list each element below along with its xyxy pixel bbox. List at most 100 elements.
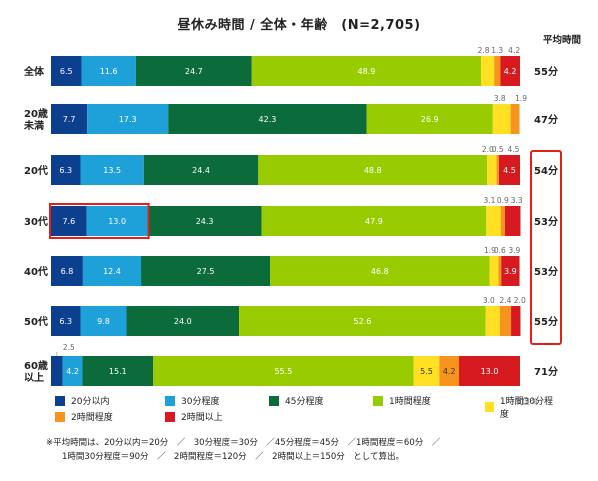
bar-row: 50代 6.3 9.8 24.0 52.6 3.0 2.4 2.0 55分 <box>24 296 558 336</box>
bar-segment <box>239 306 486 336</box>
legend-label: 20分以内 <box>71 397 110 407</box>
average-label: 55分 <box>534 315 558 328</box>
bar-segment <box>51 256 83 286</box>
legend-label: 30分程度 <box>181 397 220 407</box>
bar-segment <box>494 56 501 86</box>
bar-segment <box>62 356 83 386</box>
data-label: 4.5 <box>507 145 519 154</box>
data-label: 6.8 <box>61 267 74 276</box>
data-label: 3.0 <box>483 296 495 305</box>
bar-segment <box>81 56 136 86</box>
data-label: 47.9 <box>365 217 383 226</box>
bar-segment <box>489 256 499 286</box>
bar-segment <box>51 356 63 386</box>
bar-segment <box>499 306 512 336</box>
data-label: 26.9 <box>421 115 439 124</box>
data-label: 6.3 <box>59 317 72 326</box>
legend-item: 1時間程度 <box>373 394 431 407</box>
data-label: 24.0 <box>174 317 192 326</box>
bar-segment <box>366 104 493 134</box>
legend-label: 2時間以上 <box>181 413 223 423</box>
average-label: 71分 <box>534 365 558 378</box>
bar-segment <box>481 56 495 86</box>
data-label: 46.8 <box>371 267 389 276</box>
bar-segment <box>485 306 500 336</box>
data-label: 24.4 <box>192 166 210 175</box>
bar-segment <box>270 256 490 286</box>
legend-item: 1時間30分程度 <box>485 394 555 420</box>
category-label: 60歳 <box>24 359 48 372</box>
legend-swatch <box>165 411 175 422</box>
data-label: 0.6 <box>494 246 506 255</box>
average-label: 47分 <box>534 113 558 126</box>
bar-segment <box>87 104 169 134</box>
bar-segment <box>501 256 520 286</box>
data-label: 13.0 <box>481 367 499 376</box>
data-label: 1.3 <box>491 46 503 55</box>
data-label: 4.2 <box>443 367 456 376</box>
bar-segment <box>487 155 497 185</box>
data-label: 2.8 <box>478 46 490 55</box>
data-label: 4.5 <box>503 166 516 175</box>
bar-segment <box>51 306 81 336</box>
legend-swatch <box>269 395 279 406</box>
data-label: 9.8 <box>97 317 110 326</box>
legend-item: 45分程度 <box>269 394 323 407</box>
data-label: 6.5 <box>60 67 73 76</box>
data-label: 1.9 <box>484 246 496 255</box>
bar-segment <box>261 206 487 236</box>
bar-segment <box>51 56 82 86</box>
highlight-box <box>49 203 150 239</box>
data-label: 55.5 <box>274 367 292 376</box>
bar-segment <box>510 104 520 134</box>
data-label: 15.1 <box>109 367 127 376</box>
legend-item: 20分以内 <box>55 394 109 407</box>
data-label: 27.5 <box>197 267 215 276</box>
legend-item: 2時間以上 <box>165 410 223 423</box>
data-label: 12.4 <box>103 267 121 276</box>
bar-segment <box>251 56 482 86</box>
data-label: 0.9 <box>497 196 509 205</box>
bar-segment <box>80 155 144 185</box>
bar-segment <box>511 306 521 336</box>
data-label: 6.3 <box>59 166 72 175</box>
average-label: 53分 <box>534 265 558 278</box>
average-label: 53分 <box>534 215 558 228</box>
category-label: 以上 <box>24 371 44 384</box>
bar-segment <box>439 356 460 386</box>
category-label: 全体 <box>23 65 45 78</box>
bar-segment <box>82 356 154 386</box>
data-label: 2.5 <box>63 343 75 352</box>
category-label: 20歳 <box>24 107 48 120</box>
average-time-header: 平均時間 <box>542 35 581 46</box>
category-label: 50代 <box>24 315 48 328</box>
data-label: 4.2 <box>508 46 520 55</box>
data-label: 24.3 <box>196 217 214 226</box>
bar-segment <box>500 206 505 236</box>
bar-segment <box>168 104 367 134</box>
legend-swatch <box>55 395 65 406</box>
legend-swatch <box>165 395 175 406</box>
data-label: 48.9 <box>357 67 375 76</box>
bar-segment <box>143 155 259 185</box>
legend-label: 1時間程度 <box>389 397 431 407</box>
data-label: 13.0 <box>108 217 126 226</box>
data-label: 1.9 <box>515 94 527 103</box>
data-label: 3.3 <box>511 196 523 205</box>
data-label: 4.2 <box>66 367 79 376</box>
legend-label: 45分程度 <box>285 397 324 407</box>
data-label: 48.8 <box>364 166 382 175</box>
legend-label: 1時間30分程度 <box>499 397 554 420</box>
data-label: 24.7 <box>185 67 203 76</box>
bar-row: 30代 7.6 13.0 24.3 47.9 3.1 0.9 3.3 53分 <box>24 196 558 236</box>
average-label: 54分 <box>534 164 558 177</box>
bar-segment <box>51 104 88 134</box>
category-label: 30代 <box>24 215 48 228</box>
data-label: 4.2 <box>504 67 517 76</box>
unit-label: 単位% <box>514 397 538 406</box>
